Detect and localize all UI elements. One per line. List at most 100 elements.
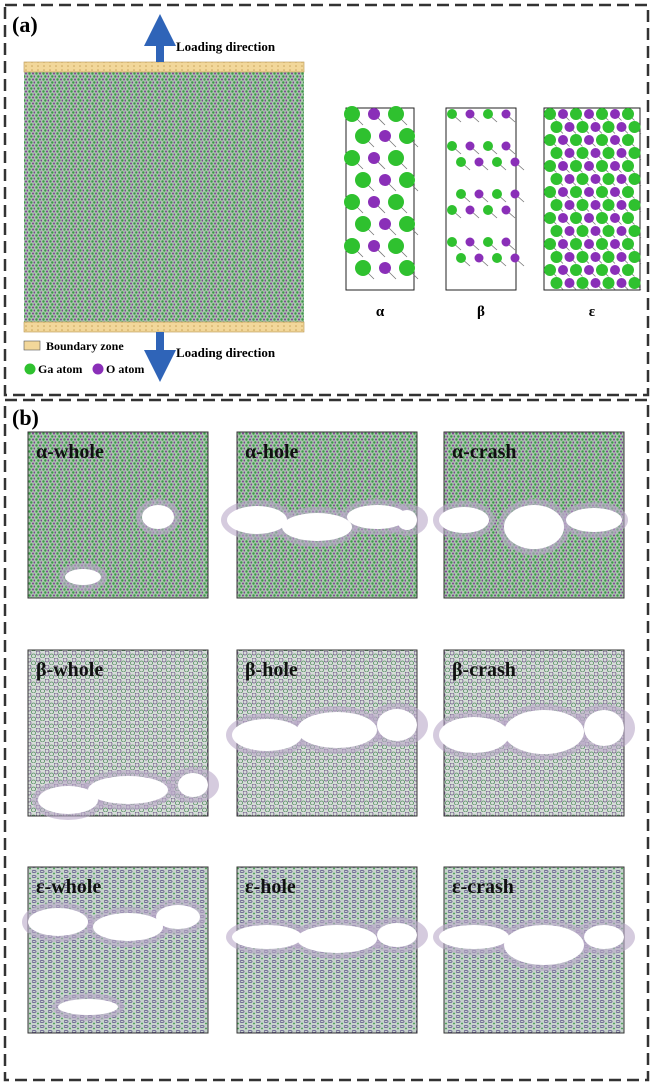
ga-atom xyxy=(570,108,582,120)
ga-atom xyxy=(399,260,415,276)
o-atom xyxy=(584,239,594,249)
void xyxy=(297,925,377,953)
ga-atom xyxy=(550,121,563,133)
ga-atom xyxy=(550,173,563,185)
o-atom xyxy=(616,252,627,262)
ga-atom xyxy=(344,106,360,122)
void xyxy=(232,925,302,949)
ga-atom xyxy=(388,150,404,166)
void xyxy=(142,505,174,529)
o-atom xyxy=(564,278,575,288)
o-atom xyxy=(564,252,575,262)
o-atom xyxy=(379,218,391,230)
ga-atom xyxy=(628,277,641,289)
ga-atom xyxy=(596,108,608,120)
ga-atom xyxy=(550,225,563,237)
o-atom xyxy=(610,187,620,197)
ga-atom xyxy=(596,238,608,250)
ga-atom xyxy=(570,160,582,172)
snapshot-label: β-hole xyxy=(245,659,298,681)
ga-atom xyxy=(602,277,615,289)
o-atom xyxy=(474,157,484,167)
o-atom xyxy=(584,265,594,275)
void xyxy=(347,505,407,529)
o-atom xyxy=(616,148,627,158)
snapshot-label: ε-whole xyxy=(36,876,101,898)
o-atom xyxy=(474,253,484,263)
void xyxy=(377,923,417,947)
unit-cell xyxy=(344,106,419,291)
annotation: Loading direction xyxy=(176,345,276,360)
ga-atom xyxy=(388,194,404,210)
ga-atom xyxy=(622,108,634,120)
ga-atom xyxy=(550,277,563,289)
o-atom xyxy=(610,265,620,275)
ga-atom xyxy=(544,134,556,146)
snapshot: ε-crash xyxy=(433,866,635,1034)
o-atom xyxy=(564,200,575,210)
ga-atom xyxy=(456,189,466,199)
o-atom xyxy=(379,174,391,186)
ga-atom xyxy=(456,253,466,263)
unit-cell xyxy=(445,107,525,291)
legend-label: Boundary zone xyxy=(46,339,124,353)
snapshot: ε-whole xyxy=(22,866,209,1034)
ga-atom xyxy=(544,160,556,172)
snapshot: β-crash xyxy=(433,649,635,817)
o-atom xyxy=(564,226,575,236)
o-atom xyxy=(465,237,475,247)
snapshot: α-crash xyxy=(433,431,628,599)
ga-atom xyxy=(388,238,404,254)
o-atom xyxy=(616,122,627,132)
ga-atom xyxy=(483,237,493,247)
snapshot: α-hole xyxy=(221,431,428,599)
unit-cell xyxy=(543,107,642,291)
o-atom xyxy=(564,122,575,132)
boundary-zone xyxy=(23,61,305,73)
ga-atom xyxy=(576,121,589,133)
o-atom xyxy=(610,213,620,223)
ga-atom xyxy=(602,199,615,211)
o-atom xyxy=(584,135,594,145)
void xyxy=(93,913,163,941)
ga-atom xyxy=(550,251,563,263)
ga-atom xyxy=(628,121,641,133)
ga-atom xyxy=(492,157,502,167)
o-atom xyxy=(558,239,568,249)
snapshot-label: ε-hole xyxy=(245,876,296,898)
ga-atom xyxy=(628,173,641,185)
snapshot: ε-hole xyxy=(226,866,428,1034)
ga-atom xyxy=(483,205,493,215)
o-atom xyxy=(501,109,511,119)
ga-atom xyxy=(399,128,415,144)
void xyxy=(439,717,509,753)
ga-atom xyxy=(570,212,582,224)
legend-label: O atom xyxy=(106,362,144,376)
ga-atom xyxy=(456,157,466,167)
void xyxy=(504,710,584,754)
ga-atom xyxy=(447,141,457,151)
ga-atom xyxy=(399,172,415,188)
ga-atom xyxy=(576,277,589,289)
o-atom xyxy=(510,189,520,199)
snapshot-label: β-whole xyxy=(36,659,103,681)
void xyxy=(65,569,101,585)
o-atom xyxy=(610,135,620,145)
ga-atom xyxy=(596,264,608,276)
o-atom xyxy=(510,157,520,167)
o-atom xyxy=(584,213,594,223)
ga-atom xyxy=(596,212,608,224)
legend-label: Ga atom xyxy=(38,362,82,376)
snapshot-label: α-crash xyxy=(452,441,516,463)
ga-atom xyxy=(550,147,563,159)
ga-atom xyxy=(399,216,415,232)
o-atom xyxy=(501,237,511,247)
ga-atom xyxy=(576,199,589,211)
legend-swatch xyxy=(24,363,36,375)
legend-swatch xyxy=(92,363,104,375)
snapshot: α-whole xyxy=(27,431,209,599)
ga-atom xyxy=(344,238,360,254)
ga-atom xyxy=(628,199,641,211)
snapshot-label: α-hole xyxy=(245,441,299,463)
o-atom xyxy=(590,278,601,288)
